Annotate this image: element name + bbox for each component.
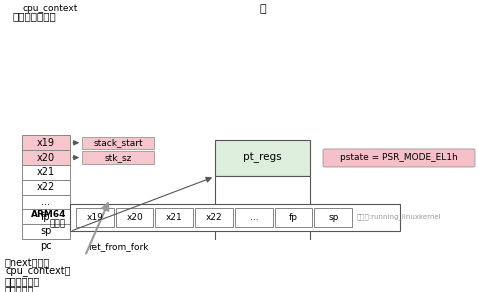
Bar	[22, 239, 70, 254]
Text: fp: fp	[289, 213, 298, 222]
Text: pc: pc	[40, 241, 52, 251]
Text: cpu_context中: cpu_context中	[5, 267, 70, 277]
Bar	[70, 204, 400, 231]
Text: stk_sz: stk_sz	[104, 153, 131, 162]
Text: stack_start: stack_start	[93, 138, 143, 147]
Bar	[215, 140, 310, 176]
Bar	[22, 224, 70, 239]
Text: ...: ...	[42, 197, 51, 207]
Bar	[22, 135, 70, 150]
Text: 处理器: 处理器	[50, 219, 66, 228]
Text: ...: ...	[250, 213, 258, 222]
Bar	[275, 208, 313, 227]
Text: x22: x22	[37, 182, 55, 192]
Text: cpu_context: cpu_context	[22, 4, 77, 13]
Bar	[195, 208, 233, 227]
Bar	[22, 194, 70, 209]
Text: 进程硬件上下文: 进程硬件上下文	[12, 11, 56, 22]
Bar	[22, 209, 70, 224]
Text: ARM64: ARM64	[31, 210, 66, 219]
Text: pt_regs: pt_regs	[243, 153, 282, 163]
Text: sp: sp	[328, 213, 338, 222]
Bar	[22, 165, 70, 180]
Text: 栈: 栈	[259, 4, 266, 14]
Text: fp: fp	[41, 212, 51, 222]
Text: x20: x20	[126, 213, 143, 222]
Bar	[76, 208, 114, 227]
FancyBboxPatch shape	[323, 149, 475, 167]
Text: sp: sp	[40, 226, 52, 237]
Bar	[82, 137, 154, 149]
Text: 到寄存器中: 到寄存器中	[5, 285, 34, 292]
Text: x22: x22	[206, 213, 222, 222]
Text: x21: x21	[37, 167, 55, 177]
Text: x19: x19	[87, 213, 103, 222]
Bar	[116, 208, 153, 227]
Bar	[22, 180, 70, 194]
Bar	[235, 208, 273, 227]
Text: x19: x19	[37, 138, 55, 148]
Text: ret_from_fork: ret_from_fork	[88, 242, 148, 251]
Text: pstate = PSR_MODE_EL1h: pstate = PSR_MODE_EL1h	[340, 154, 458, 162]
Bar	[315, 208, 352, 227]
Bar	[22, 150, 70, 165]
Text: 微信号:running_linuxkernel: 微信号:running_linuxkernel	[356, 214, 441, 220]
Bar	[215, 176, 310, 254]
Bar	[155, 208, 193, 227]
Text: 保存的值恢复: 保存的值恢复	[5, 276, 40, 286]
Text: 把next进程的: 把next进程的	[5, 258, 50, 268]
Text: x21: x21	[166, 213, 183, 222]
Bar	[82, 240, 154, 252]
Bar	[82, 152, 154, 164]
Text: x20: x20	[37, 153, 55, 163]
